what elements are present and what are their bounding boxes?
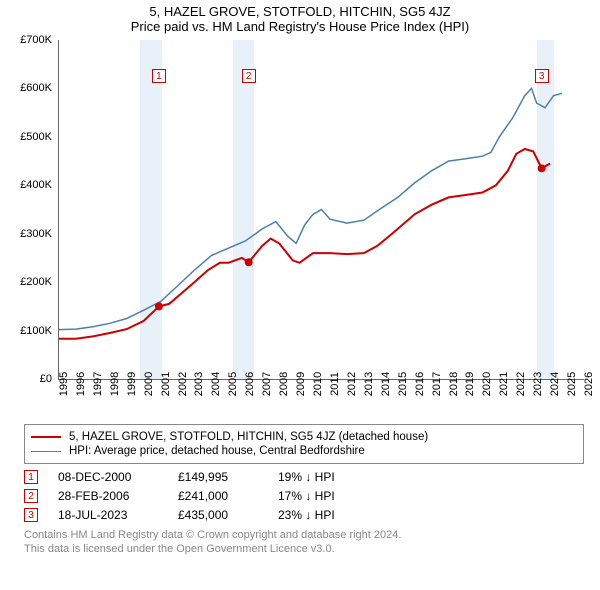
event-price: £435,000	[178, 508, 258, 522]
x-tick-label: 2008	[278, 372, 290, 396]
x-tick-label: 2000	[143, 372, 155, 396]
x-tick-label: 2001	[160, 372, 172, 396]
x-tick-label: 2016	[414, 372, 426, 396]
x-tick-label: 2021	[498, 372, 510, 396]
event-row: 2 28-FEB-2006 £241,000 17% ↓ HPI	[24, 489, 584, 503]
page: 5, HAZEL GROVE, STOTFOLD, HITCHIN, SG5 4…	[0, 0, 600, 590]
legend-swatch-property	[31, 436, 61, 438]
x-tick-label: 2002	[177, 372, 189, 396]
event-row: 1 08-DEC-2000 £149,995 19% ↓ HPI	[24, 470, 584, 484]
y-tick-label: £600K	[20, 82, 52, 94]
plot-region: 1 2 3	[58, 40, 584, 380]
x-tick-label: 2011	[329, 372, 341, 396]
series-line	[59, 88, 562, 329]
y-tick-label: £300K	[20, 228, 52, 240]
footnote: Contains HM Land Registry data © Crown c…	[24, 528, 584, 557]
chart-area: £0£100K£200K£300K£400K£500K£600K£700K 12…	[8, 40, 592, 420]
event-pct: 17% ↓ HPI	[278, 489, 335, 503]
x-tick-label: 2004	[210, 372, 222, 396]
y-tick-label: £0	[40, 373, 52, 385]
series-line	[59, 149, 550, 339]
y-tick-label: £700K	[20, 34, 52, 46]
legend-label-hpi: HPI: Average price, detached house, Cent…	[69, 445, 365, 457]
sale-marker-box: 1	[152, 69, 166, 83]
x-tick-label: 1999	[126, 372, 138, 396]
sale-marker-box: 3	[535, 69, 549, 83]
x-tick-label: 2026	[583, 372, 595, 396]
sale-marker-dot	[538, 164, 546, 172]
y-tick-label: £500K	[20, 131, 52, 143]
x-tick-label: 2024	[549, 372, 561, 396]
x-tick-label: 2009	[295, 372, 307, 396]
footnote-line: This data is licensed under the Open Gov…	[24, 542, 584, 556]
sale-marker-box: 2	[242, 69, 256, 83]
x-tick-label: 2014	[380, 372, 392, 396]
event-date: 28-FEB-2006	[58, 489, 158, 503]
footnote-line: Contains HM Land Registry data © Crown c…	[24, 528, 584, 542]
x-tick-label: 1997	[92, 372, 104, 396]
event-price: £149,995	[178, 470, 258, 484]
legend: 5, HAZEL GROVE, STOTFOLD, HITCHIN, SG5 4…	[24, 424, 584, 464]
x-tick-label: 1995	[58, 372, 70, 396]
legend-row: HPI: Average price, detached house, Cent…	[31, 445, 577, 457]
y-tick-label: £100K	[20, 325, 52, 337]
x-tick-label: 2003	[193, 372, 205, 396]
event-marker: 1	[24, 470, 38, 484]
x-tick-label: 2025	[566, 372, 578, 396]
x-tick-label: 1998	[109, 372, 121, 396]
x-tick-label: 2017	[431, 372, 443, 396]
chart-subtitle: Price paid vs. HM Land Registry's House …	[8, 19, 592, 34]
event-date: 18-JUL-2023	[58, 508, 158, 522]
sale-marker-dot	[245, 258, 253, 266]
legend-swatch-hpi	[31, 451, 61, 452]
x-tick-label: 1996	[75, 372, 87, 396]
event-pct: 19% ↓ HPI	[278, 470, 335, 484]
x-tick-label: 2006	[244, 372, 256, 396]
y-tick-label: £200K	[20, 276, 52, 288]
chart-svg	[59, 40, 584, 379]
event-price: £241,000	[178, 489, 258, 503]
x-tick-label: 2013	[363, 372, 375, 396]
legend-label-property: 5, HAZEL GROVE, STOTFOLD, HITCHIN, SG5 4…	[69, 431, 428, 443]
x-tick-label: 2005	[227, 372, 239, 396]
event-marker: 3	[24, 508, 38, 522]
chart-title: 5, HAZEL GROVE, STOTFOLD, HITCHIN, SG5 4…	[8, 4, 592, 19]
x-tick-label: 2012	[346, 372, 358, 396]
x-axis: 1995199619971998199920002001200220032004…	[58, 380, 584, 420]
event-pct: 23% ↓ HPI	[278, 508, 335, 522]
event-row: 3 18-JUL-2023 £435,000 23% ↓ HPI	[24, 508, 584, 522]
legend-row: 5, HAZEL GROVE, STOTFOLD, HITCHIN, SG5 4…	[31, 431, 577, 443]
x-tick-label: 2018	[448, 372, 460, 396]
y-axis: £0£100K£200K£300K£400K£500K£600K£700K	[8, 40, 58, 380]
x-tick-label: 2023	[532, 372, 544, 396]
x-tick-label: 2022	[515, 372, 527, 396]
sale-events: 1 08-DEC-2000 £149,995 19% ↓ HPI 2 28-FEB-200…	[24, 470, 584, 522]
sale-marker-dot	[155, 302, 163, 310]
event-marker: 2	[24, 489, 38, 503]
x-tick-label: 2007	[261, 372, 273, 396]
x-tick-label: 2015	[397, 372, 409, 396]
x-tick-label: 2020	[481, 372, 493, 396]
event-date: 08-DEC-2000	[58, 470, 158, 484]
x-tick-label: 2010	[312, 372, 324, 396]
y-tick-label: £400K	[20, 179, 52, 191]
x-tick-label: 2019	[464, 372, 476, 396]
